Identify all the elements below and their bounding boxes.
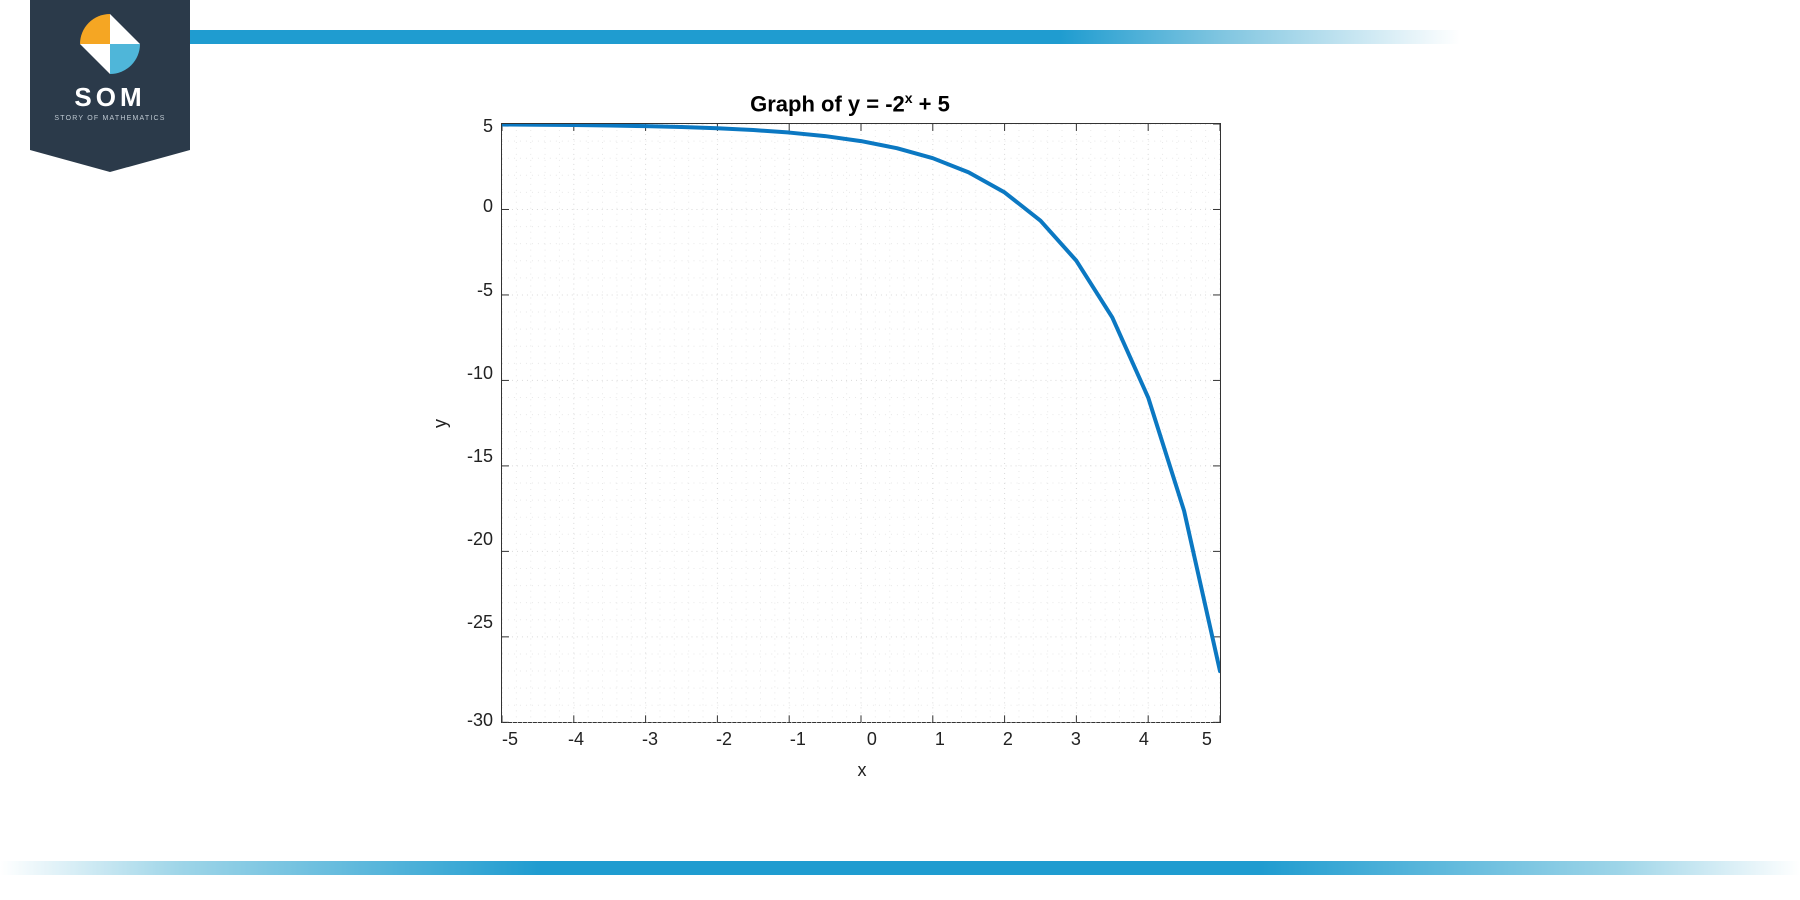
x-axis-ticks: -5 -4 -3 -2 -1 0 1 2 3 4 5: [502, 723, 1222, 750]
y-tick-label: -15: [457, 447, 493, 465]
title-suffix: + 5: [913, 91, 950, 116]
x-tick-label: 1: [935, 729, 945, 750]
y-axis-ticks: 50-5-10-15-20-25-30: [457, 123, 501, 723]
x-tick-label: -4: [568, 729, 584, 750]
y-tick-label: -30: [457, 711, 493, 729]
logo-mark: [80, 14, 140, 74]
footer-accent-bar: [0, 861, 1800, 875]
x-tick-label: 5: [1202, 729, 1212, 750]
y-tick-label: 5: [457, 117, 493, 135]
plot-row: y 50-5-10-15-20-25-30: [430, 123, 1270, 723]
y-tick-label: -25: [457, 613, 493, 631]
footer-bar-right: [900, 861, 1800, 875]
logo-badge: SOM STORY OF MATHEMATICS: [30, 0, 190, 180]
x-tick-label: 0: [867, 729, 877, 750]
logo-quadrant-white-a: [110, 14, 140, 44]
title-prefix: Graph of y = -2: [750, 91, 905, 116]
y-tick-label: 0: [457, 197, 493, 215]
logo-quadrant-orange: [80, 14, 110, 44]
footer-bar-left: [0, 861, 900, 875]
y-tick-label: -5: [457, 281, 493, 299]
x-tick-label: -1: [790, 729, 806, 750]
header-bar-fade: [1060, 30, 1460, 44]
x-tick-label: -3: [642, 729, 658, 750]
logo-banner: SOM STORY OF MATHEMATICS: [30, 0, 190, 150]
header-bar-solid: [180, 30, 1060, 44]
y-tick-label: -10: [457, 364, 493, 382]
x-tick-label: 4: [1139, 729, 1149, 750]
y-axis-label: y: [430, 419, 451, 428]
plot-svg: [502, 124, 1220, 722]
x-tick-label: -5: [502, 729, 518, 750]
header-accent-bar: [0, 30, 1800, 44]
axis-spacer: [430, 723, 502, 781]
below-row: -5 -4 -3 -2 -1 0 1 2 3 4 5 x: [430, 723, 1270, 781]
x-tick-label: 2: [1003, 729, 1013, 750]
x-tick-label: 3: [1071, 729, 1081, 750]
x-tick-label: -2: [716, 729, 732, 750]
plot-area: [501, 123, 1221, 723]
logo-text: SOM: [74, 82, 145, 113]
y-tick-label: -20: [457, 530, 493, 548]
logo-quadrant-blue: [110, 44, 140, 74]
logo-quadrant-white-b: [80, 44, 110, 74]
logo-tagline: STORY OF MATHEMATICS: [54, 115, 165, 122]
chart-title: Graph of y = -2x + 5: [430, 90, 1270, 117]
chart-container: Graph of y = -2x + 5 y 50-5-10-15-20-25-…: [430, 90, 1270, 781]
x-axis-label: x: [502, 760, 1222, 781]
title-exponent: x: [905, 90, 913, 106]
